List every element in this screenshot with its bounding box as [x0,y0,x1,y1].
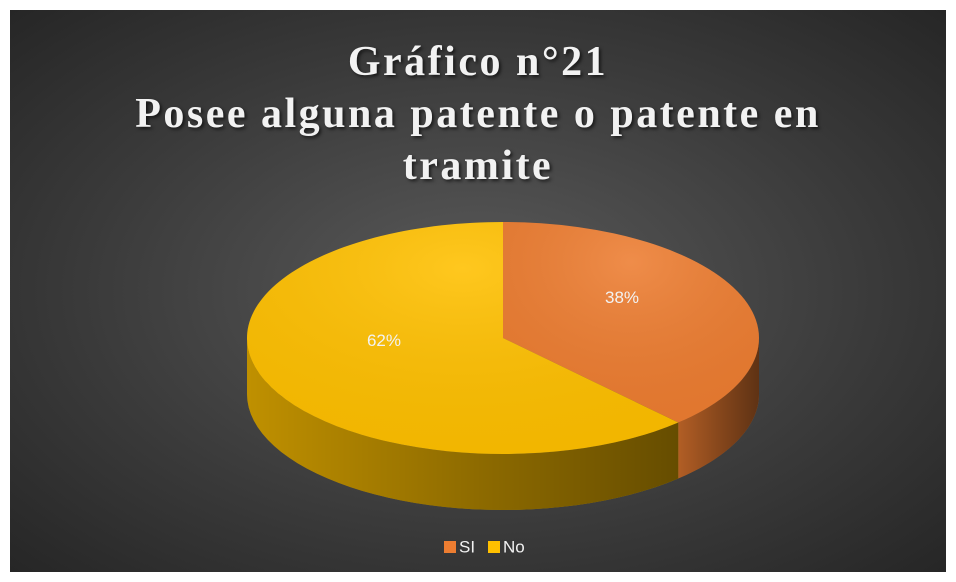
slice-side-shade [247,338,679,510]
legend-swatch [488,541,500,553]
legend-swatch [444,541,456,553]
slice-gloss [247,222,679,455]
legend-label: No [503,537,525,556]
data-label: 62% [367,331,401,350]
data-label: 38% [605,288,639,307]
chart-subtitle: Posee alguna patente o patente en tramit… [135,91,821,189]
titles: Gráfico n°21 Posee alguna patente o pate… [10,36,946,192]
chart-title: Gráfico n°21 [347,39,609,85]
slice-side-shade [678,338,759,479]
legend-label: SI [459,537,475,556]
slice-gloss [503,222,759,423]
